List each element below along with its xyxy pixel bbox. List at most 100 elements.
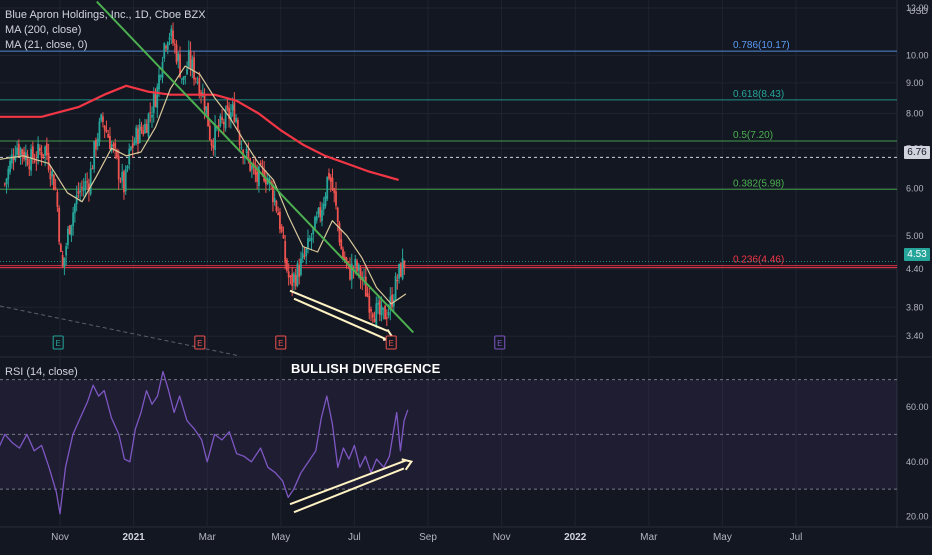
earnings-marker-1 — [194, 335, 206, 350]
candle-body-139 — [247, 151, 250, 159]
price-tick-5: 6.00 — [906, 183, 924, 193]
candle-body-33 — [61, 255, 64, 267]
candle-body-123 — [219, 115, 222, 126]
candle-body-214 — [378, 300, 381, 315]
fib-label-1: 0.618(8.43) — [733, 89, 784, 100]
candle-body-107 — [191, 59, 194, 70]
price-tick-8: 3.80 — [906, 302, 924, 312]
rsi-tick-2: 20.00 — [906, 512, 929, 522]
candle-body-131 — [233, 102, 236, 122]
bullish-divergence-annotation: BULLISH DIVERGENCE — [291, 361, 441, 376]
candle-body-13 — [26, 154, 29, 166]
candle-body-216 — [382, 307, 385, 310]
time-tick-9: May — [713, 532, 732, 543]
candle-body-210 — [371, 313, 374, 318]
candle-body-218 — [385, 317, 388, 319]
candle-body-116 — [207, 102, 209, 127]
earnings-label-0: E — [55, 339, 60, 348]
candle-body-173 — [307, 238, 309, 250]
candle-body-70 — [126, 166, 129, 169]
candle-body-188 — [333, 188, 336, 193]
candle-body-182 — [322, 203, 325, 210]
candle-body-63 — [114, 142, 117, 149]
currency-label[interactable]: USD — [908, 6, 928, 16]
candle-body-224 — [396, 279, 399, 282]
candle-body-9 — [19, 148, 22, 157]
candle-body-202 — [357, 264, 360, 271]
candle-body-186 — [329, 176, 332, 182]
candle-body-141 — [250, 165, 253, 170]
time-tick-7: 2022 — [564, 532, 587, 543]
candle-body-81 — [145, 123, 148, 134]
candle-body-165 — [293, 273, 295, 283]
candle-body-154 — [273, 198, 276, 203]
ma21-legend[interactable]: MA (21, close, 0) — [5, 39, 88, 51]
rsi-tick-0: 60.00 — [906, 402, 929, 412]
candle-body-36 — [66, 228, 69, 246]
candle-body-76 — [137, 128, 139, 144]
rsi-tick-1: 40.00 — [906, 457, 929, 467]
candle-body-4 — [10, 154, 13, 164]
candle-body-189 — [335, 191, 337, 206]
candle-body-162 — [287, 271, 290, 278]
candle-body-86 — [154, 94, 157, 107]
candle-body-192 — [340, 239, 343, 250]
candle-body-144 — [256, 171, 259, 182]
candle-body-29 — [54, 187, 57, 189]
candle-body-27 — [51, 171, 54, 177]
candle-body-203 — [359, 268, 362, 280]
candle-body-34 — [63, 257, 66, 268]
candle-body-225 — [398, 264, 400, 279]
candle-body-110 — [196, 81, 199, 83]
price-tag-6-76: 6.76 — [904, 146, 930, 159]
price-tick-2: 9.00 — [906, 78, 924, 88]
candle-body-10 — [21, 149, 24, 155]
candle-body-1 — [5, 178, 8, 185]
candle-body-195 — [345, 257, 348, 263]
earnings-label-3: E — [389, 339, 394, 348]
candle-body-61 — [110, 144, 113, 151]
candle-body-114 — [203, 96, 206, 110]
rsi-divergence-arrow-head — [401, 458, 414, 471]
candle-body-42 — [77, 191, 80, 194]
candle-body-18 — [35, 159, 38, 161]
candle-body-133 — [236, 119, 239, 131]
candle-body-140 — [249, 158, 252, 171]
candle-body-205 — [363, 276, 365, 278]
symbol-title[interactable]: Blue Apron Holdings, Inc., 1D, Cboe BZX — [5, 9, 206, 21]
rsi-legend[interactable]: RSI (14, close) — [5, 366, 78, 378]
candle-body-181 — [321, 210, 323, 222]
candle-body-43 — [79, 190, 82, 193]
candle-body-94 — [168, 37, 171, 40]
candle-body-158 — [280, 226, 283, 232]
candle-body-108 — [193, 57, 195, 80]
ma200-legend[interactable]: MA (200, close) — [5, 24, 82, 36]
candle-body-208 — [368, 295, 371, 313]
candle-body-35 — [65, 246, 68, 256]
candle-body-206 — [364, 276, 367, 297]
candle-body-100 — [179, 54, 181, 78]
candle-body-52 — [95, 139, 97, 150]
candle-body-97 — [173, 43, 176, 45]
candle-body-91 — [163, 43, 166, 59]
candle-body-199 — [352, 266, 355, 269]
candle-body-124 — [221, 117, 223, 121]
candle-body-130 — [231, 104, 234, 111]
candle-body-23 — [44, 146, 47, 156]
candle-body-69 — [124, 168, 127, 192]
candle-body-65 — [117, 155, 120, 180]
candle-body-80 — [144, 123, 146, 133]
candle-body-72 — [130, 146, 132, 150]
candle-body-98 — [175, 44, 178, 63]
candle-body-87 — [156, 86, 159, 108]
candle-body-213 — [377, 302, 379, 305]
fib-label-3: 0.382(5.98) — [733, 178, 784, 189]
candle-body-17 — [33, 161, 36, 163]
fib-label-2: 0.5(7.20) — [733, 130, 773, 141]
candle-body-187 — [331, 178, 334, 190]
candle-body-207 — [366, 293, 369, 297]
candle-body-92 — [165, 46, 167, 49]
candle-body-22 — [42, 154, 45, 156]
